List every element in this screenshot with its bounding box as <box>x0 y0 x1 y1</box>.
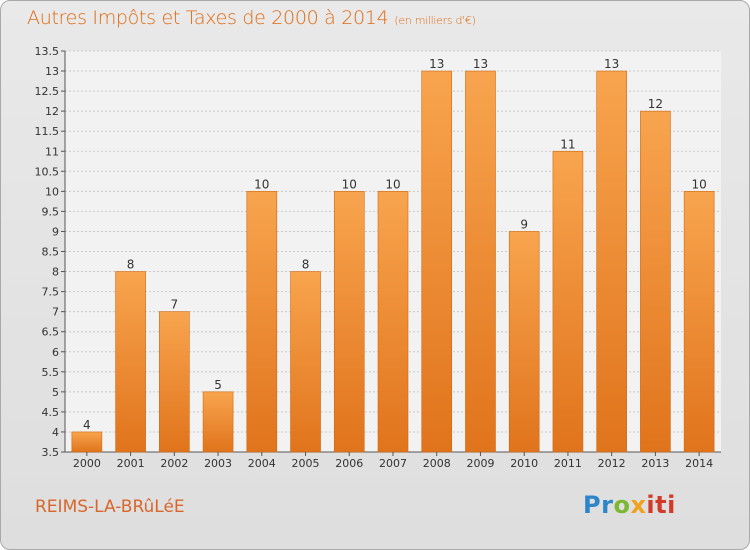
bar-2010 <box>508 231 540 453</box>
bar-2009 <box>465 70 496 453</box>
proxiti-logo: Proxiti <box>583 491 676 519</box>
x-tick-label-2008: 2008 <box>423 457 451 470</box>
x-tick-label-2007: 2007 <box>379 457 407 470</box>
bar-2001 <box>115 271 146 453</box>
x-tick-label-2004: 2004 <box>248 457 276 470</box>
x-tick-label-2005: 2005 <box>292 457 320 470</box>
bar-2012 <box>596 70 627 453</box>
value-label-2000: 4 <box>83 418 91 432</box>
y-tick-label: 10.5 <box>35 165 60 178</box>
y-tick-label: 9.5 <box>42 205 60 218</box>
x-tick-label-2009: 2009 <box>466 457 494 470</box>
x-tick-label-2012: 2012 <box>598 457 626 470</box>
y-tick-label: 6 <box>52 346 59 359</box>
y-tick-label: 12 <box>45 105 59 118</box>
x-tick-label-2003: 2003 <box>204 457 232 470</box>
x-tick-label-2014: 2014 <box>685 457 713 470</box>
bar-2005 <box>290 271 321 453</box>
y-tick-label: 13 <box>45 65 59 78</box>
logo-part-4: iti <box>646 491 676 519</box>
y-tick-label: 7.5 <box>42 286 60 299</box>
bar-2000 <box>71 431 103 453</box>
value-label-2008: 13 <box>429 57 444 71</box>
y-tick-label: 4 <box>52 426 59 439</box>
value-label-2014: 10 <box>691 177 706 191</box>
chart-unit: (en milliers d'€) <box>394 14 476 27</box>
y-tick-label: 8 <box>52 266 59 279</box>
chart-title: Autres Impôts et Taxes de 2000 à 2014 (en… <box>27 7 476 29</box>
y-tick-label: 11 <box>45 145 59 158</box>
value-label-2010: 9 <box>520 217 528 231</box>
bar-2003 <box>202 391 234 453</box>
logo-part-2: o <box>613 491 631 519</box>
y-tick-label: 13.5 <box>35 45 60 58</box>
value-label-2007: 10 <box>385 177 400 191</box>
value-label-2002: 7 <box>171 298 179 312</box>
value-label-2012: 13 <box>604 57 619 71</box>
x-tick-label-2002: 2002 <box>160 457 188 470</box>
y-tick-label: 8.5 <box>42 246 60 259</box>
value-label-2004: 10 <box>254 177 269 191</box>
place-name: REIMS-LA-BRûLéE <box>35 497 185 517</box>
bar-2004 <box>246 191 278 453</box>
chart-title-text: Autres Impôts et Taxes de 2000 à 2014 <box>27 7 389 29</box>
x-tick-label-2010: 2010 <box>510 457 538 470</box>
y-tick-label: 4.5 <box>42 406 60 419</box>
bar-2014 <box>683 191 715 453</box>
y-tick-label: 7 <box>52 306 59 319</box>
value-label-2013: 12 <box>648 97 663 111</box>
logo-part-1: Pr <box>583 491 614 519</box>
value-label-2011: 11 <box>560 137 575 151</box>
y-tick-label: 12.5 <box>35 85 60 98</box>
x-tick-label-2006: 2006 <box>335 457 363 470</box>
y-tick-label: 5 <box>52 386 59 399</box>
value-label-2009: 13 <box>473 57 488 71</box>
y-tick-label: 11.5 <box>35 125 60 138</box>
y-tick-label: 5.5 <box>42 366 60 379</box>
logo-part-3: x <box>630 491 647 519</box>
bar-2013 <box>640 110 671 453</box>
bar-2007 <box>377 191 409 453</box>
x-tick-label-2013: 2013 <box>641 457 669 470</box>
bar-2011 <box>552 150 584 453</box>
x-tick-label-2000: 2000 <box>73 457 101 470</box>
y-tick-label: 10 <box>45 185 59 198</box>
bar-2008 <box>421 70 453 453</box>
value-label-2001: 8 <box>127 258 135 272</box>
y-tick-label: 3.5 <box>42 446 60 459</box>
y-tick-label: 6.5 <box>42 326 60 339</box>
value-label-2006: 10 <box>342 177 357 191</box>
y-tick-label: 9 <box>52 225 59 238</box>
x-tick-label-2001: 2001 <box>117 457 145 470</box>
bar-2006 <box>333 191 365 453</box>
x-tick-label-2011: 2011 <box>554 457 582 470</box>
value-label-2005: 8 <box>302 258 310 272</box>
value-label-2003: 5 <box>214 378 222 392</box>
bar-2002 <box>159 311 190 453</box>
